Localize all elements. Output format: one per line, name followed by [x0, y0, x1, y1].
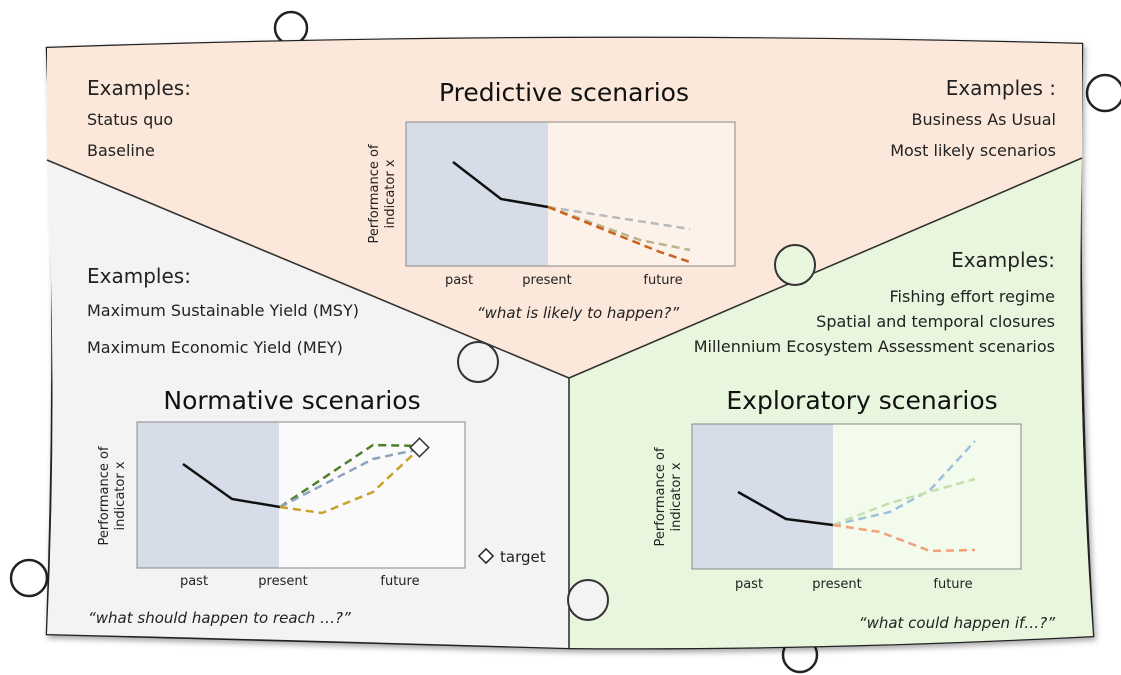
x-label-future: future — [380, 574, 419, 589]
y-axis-label-line1: Performance of — [367, 144, 382, 243]
projection-line-orange — [547, 205, 691, 264]
pathway-line-green — [279, 443, 421, 509]
x-label-future: future — [643, 273, 682, 288]
exploratory-section: Examples: Fishing effort regime Spatial … — [653, 248, 1055, 632]
projection-line-grey — [547, 205, 691, 231]
exploratory-example-mea: Millennium Ecosystem Assessment scenario… — [694, 337, 1055, 356]
past-region — [692, 424, 833, 569]
predictive-title: Predictive scenarios — [439, 78, 689, 107]
exploratory-chart: Performance of indicator x past present … — [653, 423, 1022, 592]
predictive-example-bau: Business As Usual — [912, 110, 1056, 129]
predictive-question: “what is likely to happen?” — [477, 304, 679, 322]
past-region — [406, 122, 548, 266]
x-label-present: present — [258, 574, 307, 589]
y-axis-label-line2: indicator x — [669, 462, 684, 531]
exploratory-examples-title: Examples: — [951, 248, 1055, 272]
pathway-line-blue — [279, 447, 421, 509]
pathway-line-yellow — [279, 447, 421, 515]
past-region — [137, 422, 279, 568]
historical-line — [452, 161, 549, 209]
puzzle-knob-icon — [774, 244, 816, 286]
predictive-example-status-quo: Status quo — [87, 110, 173, 129]
x-label-past: past — [445, 273, 473, 288]
exploratory-line-orange — [832, 523, 976, 553]
future-region — [548, 122, 735, 266]
exploratory-example-fishing: Fishing effort regime — [890, 287, 1055, 306]
exploratory-question: “what could happen if…?” — [859, 614, 1055, 632]
x-label-past: past — [180, 574, 208, 589]
exploratory-example-closures: Spatial and temporal closures — [816, 312, 1055, 331]
puzzle-knob-icon — [9, 558, 49, 598]
predictive-examples-right-title: Examples : — [946, 76, 1056, 100]
historical-line — [737, 490, 834, 527]
projection-line-olive — [547, 205, 691, 252]
predictive-examples-left-title: Examples: — [87, 76, 191, 100]
exploratory-line-green — [832, 477, 976, 527]
target-diamond-icon — [409, 437, 430, 458]
x-label-past: past — [735, 577, 763, 592]
inner-puzzle-knobs — [457, 244, 816, 621]
x-label-present: present — [522, 273, 571, 288]
target-diamond-icon — [477, 547, 495, 565]
target-legend-label: target — [500, 548, 546, 566]
puzzle-knob-icon — [273, 10, 309, 46]
predictive-example-most-likely: Most likely scenarios — [890, 141, 1056, 160]
normative-examples-title: Examples: — [87, 264, 191, 288]
predictive-section: Examples: Status quo Baseline Examples :… — [87, 76, 1056, 322]
puzzle-knob-icon — [567, 579, 609, 621]
normative-chart: Performance of indicator x past present … — [97, 421, 466, 589]
puzzle-knob-icon — [457, 341, 499, 383]
normative-example-mey: Maximum Economic Yield (MEY) — [87, 338, 343, 357]
target-legend: target — [477, 547, 546, 566]
y-axis-label-line2: indicator x — [383, 159, 398, 228]
normative-question: “what should happen to reach …?” — [88, 609, 351, 627]
future-region — [279, 422, 465, 568]
puzzle-knob-icon — [1085, 73, 1121, 113]
y-axis-label-line1: Performance of — [97, 446, 112, 545]
historical-line — [182, 462, 281, 509]
normative-example-msy: Maximum Sustainable Yield (MSY) — [87, 301, 359, 320]
normative-section: Examples: Maximum Sustainable Yield (MSY… — [87, 264, 546, 627]
y-axis-label-line1: Performance of — [653, 447, 668, 546]
predictive-example-baseline: Baseline — [87, 141, 155, 160]
x-label-future: future — [933, 577, 972, 592]
predictive-chart: Performance of indicator x past present … — [367, 121, 736, 288]
future-region — [833, 424, 1021, 569]
normative-title: Normative scenarios — [163, 386, 420, 415]
exploratory-title: Exploratory scenarios — [726, 386, 997, 415]
exploratory-line-blue — [832, 440, 976, 527]
y-axis-label-line2: indicator x — [113, 461, 128, 530]
x-label-present: present — [812, 577, 861, 592]
